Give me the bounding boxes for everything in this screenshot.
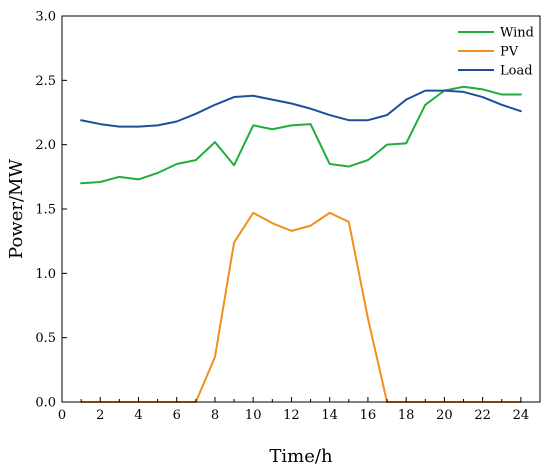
legend-label: Wind — [500, 26, 534, 41]
x-tick-label: 0 — [58, 408, 66, 423]
y-axis-title: Power/MW — [6, 159, 27, 259]
legend-label: Load — [500, 64, 533, 79]
x-tick-label: 14 — [321, 408, 338, 423]
x-tick-label: 12 — [283, 408, 300, 423]
x-tick-label: 20 — [436, 408, 453, 423]
x-axis: 0 2 4 6 8 10 12 14 16 18 20 22 24 — [58, 397, 529, 423]
y-tick-label: 0.0 — [35, 396, 56, 411]
y-tick-label: 1.0 — [35, 267, 56, 282]
y-tick-label: 2.5 — [35, 74, 56, 89]
x-tick-label: 4 — [134, 408, 142, 423]
series-layer — [80, 85, 522, 403]
x-tick-label: 24 — [513, 408, 530, 423]
x-tick-label: 22 — [474, 408, 491, 423]
x-axis-title: Time/h — [269, 446, 333, 467]
legend-item-wind: Wind — [458, 26, 534, 41]
legend-item-load: Load — [458, 64, 533, 79]
legend: Wind PV Load — [458, 26, 534, 79]
y-tick-label: 1.5 — [35, 203, 56, 218]
x-tick-label: 18 — [398, 408, 415, 423]
y-axis: 0.0 0.5 1.0 1.5 2.0 2.5 3.0 — [35, 10, 67, 411]
x-tick-label: 16 — [360, 408, 377, 423]
series-line-pv — [80, 211, 522, 403]
series-line-wind — [80, 85, 522, 185]
series-line-load — [80, 89, 522, 128]
legend-label: PV — [500, 45, 519, 60]
y-tick-label: 2.0 — [35, 138, 56, 153]
legend-item-pv: PV — [458, 45, 519, 60]
x-tick-label: 6 — [173, 408, 181, 423]
x-tick-label: 2 — [96, 408, 104, 423]
x-tick-label: 10 — [245, 408, 262, 423]
y-tick-label: 0.5 — [35, 331, 56, 346]
x-tick-label: 8 — [211, 408, 219, 423]
plot-frame — [61, 15, 541, 403]
y-tick-label: 3.0 — [35, 10, 56, 25]
